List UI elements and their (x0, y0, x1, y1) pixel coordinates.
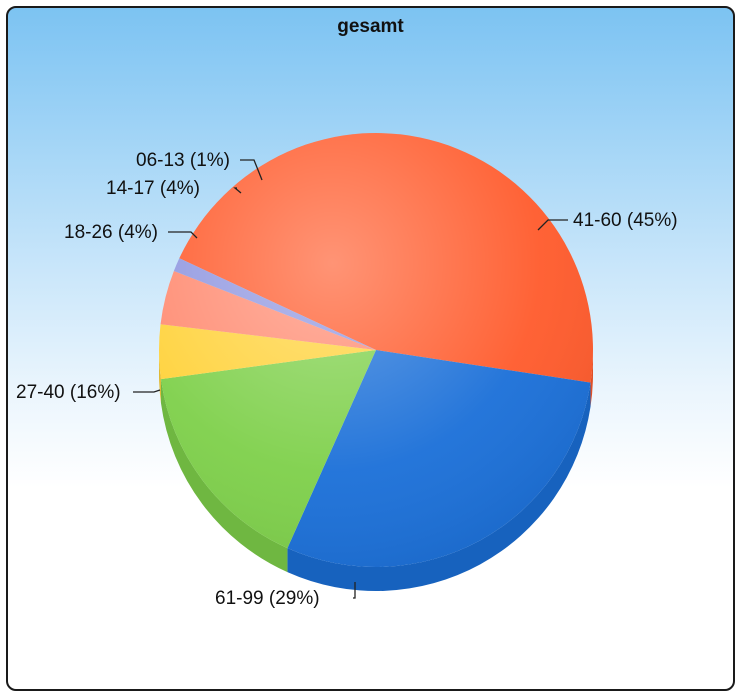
slice-label-06-13: 06-13 (1%) (136, 150, 230, 171)
leader-line-14-17 (233, 187, 242, 194)
pie-side-61-99 (287, 382, 591, 591)
slice-label-41-60: 41-60 (45%) (573, 210, 678, 231)
pie-sheen (159, 133, 593, 567)
slice-labels: 41-60 (45%) 61-99 (29%) 27-40 (16%) 18-26 (… (16, 150, 678, 609)
pie-slices (159, 132, 594, 567)
leader-line-27-40 (133, 389, 161, 393)
slice-label-27-40: 27-40 (16%) (16, 382, 121, 403)
leader-line-41-60 (537, 219, 568, 231)
chart-title: gesamt (337, 16, 404, 37)
pie-side-41-60 (590, 350, 593, 407)
slice-label-18-26: 18-26 (4%) (64, 222, 158, 243)
pie-sides (159, 350, 593, 591)
pie-side-27-40 (160, 379, 288, 573)
leader-line-18-26 (168, 231, 198, 239)
leader-line-06-13 (240, 159, 263, 181)
slice-label-61-99: 61-99 (29%) (215, 588, 320, 609)
leader-line-61-99 (353, 582, 356, 599)
slice-label-14-17: 14-17 (4%) (106, 178, 200, 199)
pie-side-18-26 (159, 350, 161, 404)
